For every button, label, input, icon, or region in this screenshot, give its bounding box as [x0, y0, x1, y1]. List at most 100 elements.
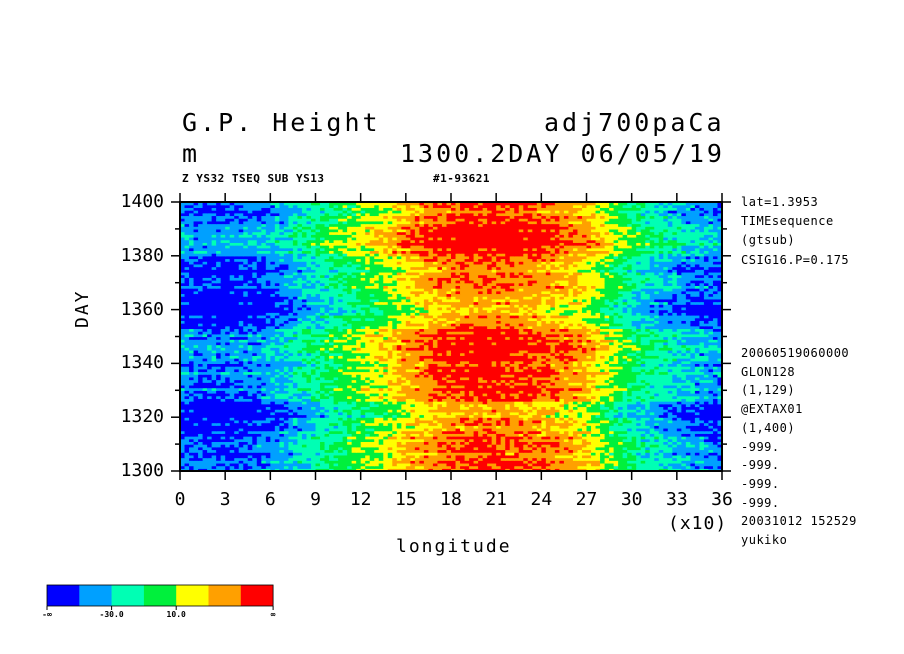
heatmap-cell — [283, 414, 289, 418]
heatmap-cell — [265, 468, 271, 471]
heatmap-cell — [694, 422, 701, 426]
heatmap-cell — [627, 465, 633, 469]
heatmap-cell — [338, 460, 344, 464]
heatmap-cell — [509, 403, 515, 408]
heatmap-cell — [496, 438, 502, 443]
heatmap-cell — [523, 465, 529, 469]
heatmap-cell — [532, 449, 538, 453]
heatmap-cell — [541, 390, 547, 394]
heatmap-cell — [636, 446, 642, 451]
heatmap-cell — [563, 449, 570, 453]
heatmap-cell — [288, 444, 294, 448]
heatmap-cell — [252, 417, 258, 421]
heatmap-cell — [496, 409, 502, 413]
heatmap-cell — [283, 468, 289, 471]
heatmap-cell — [622, 441, 628, 445]
heatmap-cell — [193, 438, 199, 443]
heatmap-cell — [645, 403, 651, 408]
heatmap-cell — [347, 460, 353, 464]
heatmap-cell — [252, 422, 258, 426]
heatmap-cell — [505, 414, 511, 418]
heatmap-cell — [717, 403, 722, 408]
heatmap-cell — [265, 457, 271, 461]
heatmap-cell — [356, 401, 362, 405]
heatmap-cell — [374, 446, 380, 451]
heatmap-cell — [392, 438, 398, 443]
heatmap-cell — [694, 438, 701, 443]
heatmap-cell — [658, 465, 664, 469]
heatmap-cell — [297, 411, 303, 416]
heatmap-cell — [247, 406, 253, 410]
heatmap-cell — [491, 444, 497, 448]
heatmap-cell — [446, 433, 452, 437]
heatmap-cell — [613, 398, 619, 402]
heatmap-cell — [685, 449, 691, 453]
heatmap-cell — [387, 436, 393, 440]
heatmap-cell — [622, 452, 628, 456]
heatmap-cell — [595, 436, 601, 440]
heatmap-cell — [374, 414, 380, 418]
heatmap-cell — [387, 430, 393, 434]
heatmap-cell — [405, 417, 411, 421]
heatmap-cell — [595, 409, 601, 413]
heatmap-cell — [261, 398, 267, 402]
heatmap-cell — [423, 411, 430, 416]
heatmap-cell — [577, 403, 583, 408]
heatmap-cell — [279, 436, 285, 440]
heatmap-cell — [712, 411, 719, 416]
heatmap-cell — [509, 446, 515, 451]
heatmap-cell — [342, 449, 348, 453]
heatmap-cell — [243, 411, 249, 416]
heatmap-cell — [618, 441, 624, 445]
heatmap-cell — [672, 403, 678, 408]
heatmap-cell — [378, 390, 384, 394]
heatmap-cell — [541, 422, 547, 426]
heatmap-cell — [310, 457, 317, 461]
heatmap-cell — [320, 462, 326, 467]
heatmap-cell — [482, 462, 488, 467]
heatmap-cell — [216, 462, 222, 467]
heatmap-cell — [283, 422, 289, 426]
heatmap-cell — [586, 401, 592, 405]
heatmap-cell — [676, 419, 682, 424]
heatmap-cell — [202, 422, 208, 426]
heatmap-cell — [464, 417, 470, 421]
heatmap-cell — [365, 446, 371, 451]
heatmap-cell — [676, 465, 682, 469]
heatmap-cell — [609, 465, 615, 469]
heatmap-cell — [654, 449, 660, 453]
heatmap-cell — [207, 411, 213, 416]
heatmap-cell — [446, 460, 452, 464]
heatmap-cell — [315, 441, 321, 445]
heatmap-cell — [396, 449, 402, 453]
heatmap-cell — [672, 401, 678, 405]
heatmap-cell — [365, 427, 371, 432]
heatmap-cell — [392, 454, 398, 459]
heatmap-cell — [618, 433, 624, 437]
heatmap-cell — [690, 446, 696, 451]
heatmap-cell — [541, 446, 547, 451]
heatmap-cell — [274, 460, 280, 464]
heatmap-cell — [654, 454, 660, 459]
heatmap-cell — [703, 430, 710, 434]
heatmap-cell — [464, 465, 470, 469]
heatmap-cell — [703, 403, 710, 408]
heatmap-cell — [441, 419, 448, 424]
heatmap-cell — [441, 401, 448, 405]
heatmap-cell — [225, 433, 231, 437]
heatmap-cell — [180, 409, 186, 413]
heatmap-cell — [694, 446, 701, 451]
heatmap-cell — [708, 460, 714, 464]
heatmap-cell — [193, 460, 199, 464]
heatmap-cell — [627, 457, 633, 461]
heatmap-cell — [496, 462, 502, 467]
heatmap-cell — [261, 438, 267, 443]
heatmap-cell — [527, 444, 533, 448]
heatmap-cell — [455, 462, 461, 467]
heatmap-cell — [622, 406, 628, 410]
heatmap-cell — [180, 395, 186, 399]
heatmap-cell — [324, 449, 330, 453]
heatmap-cell — [292, 436, 299, 440]
heatmap-cell — [600, 446, 606, 451]
heatmap-cell — [464, 444, 470, 448]
